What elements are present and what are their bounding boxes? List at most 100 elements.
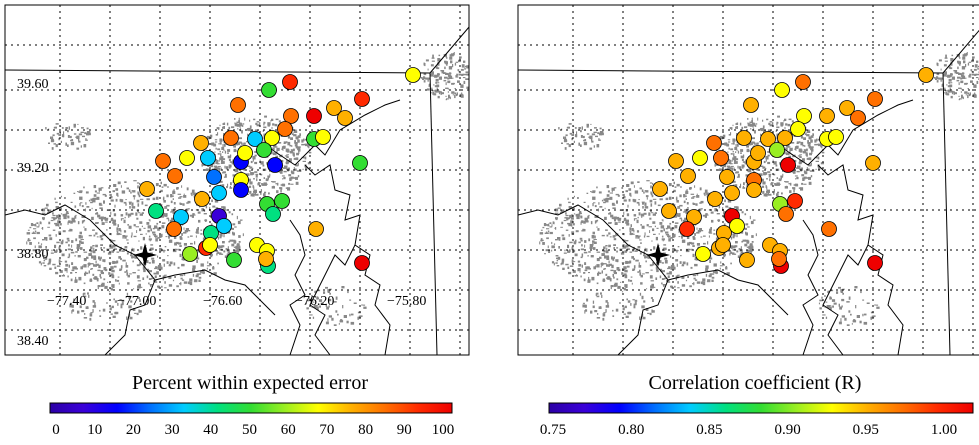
station-marker <box>769 142 785 158</box>
station-marker <box>306 108 322 124</box>
colorbar-tick-label: 20 <box>125 422 141 438</box>
station-marker <box>261 82 277 98</box>
station-marker <box>739 252 755 268</box>
lon-label: −77.40 <box>47 294 86 309</box>
station-marker <box>778 206 794 222</box>
colorbar-tick-label: 60 <box>280 422 296 438</box>
colorbar-tick-label: 90 <box>396 422 412 438</box>
station-marker <box>707 191 723 207</box>
station-marker <box>139 181 155 197</box>
station-marker <box>308 221 324 237</box>
station-marker <box>223 130 239 146</box>
station-marker <box>780 157 796 173</box>
station-marker <box>729 218 745 234</box>
station-marker <box>724 185 740 201</box>
station-marker <box>746 182 762 198</box>
station-marker <box>652 181 668 197</box>
station-marker <box>715 237 731 253</box>
station-marker <box>315 129 331 145</box>
station-marker <box>326 100 342 116</box>
station-marker <box>202 237 218 253</box>
left-colorbar <box>49 402 453 414</box>
lon-label: −76.60 <box>203 294 242 309</box>
colorbar-tick-label: 10 <box>87 422 103 438</box>
city-center-star-icon <box>646 243 670 267</box>
station-marker <box>352 155 368 171</box>
colorbar-tick-label: 0.85 <box>696 422 723 438</box>
lon-label: −77.00 <box>117 294 156 309</box>
station-marker <box>695 246 711 262</box>
station-marker <box>354 255 370 271</box>
station-marker <box>283 108 299 124</box>
station-marker <box>692 150 708 166</box>
station-marker <box>282 74 298 90</box>
right-map-panel <box>517 4 979 356</box>
colorbar-tick-label: 0.90 <box>774 422 801 438</box>
colorbar-tick-label: 1.00 <box>930 422 958 438</box>
station-marker <box>267 157 283 173</box>
station-marker <box>680 168 696 184</box>
station-marker <box>771 251 787 267</box>
lat-label: 39.20 <box>17 161 49 176</box>
station-marker <box>166 221 182 237</box>
station-marker <box>405 67 421 83</box>
station-marker <box>787 193 803 209</box>
station-marker <box>274 193 290 209</box>
station-marker <box>148 203 164 219</box>
station-marker <box>839 100 855 116</box>
station-marker <box>265 206 281 222</box>
station-marker <box>277 121 293 137</box>
station-marker <box>686 209 702 225</box>
left-colorbar-title: Percent within expected error <box>131 372 368 394</box>
lat-label: 38.80 <box>17 247 49 262</box>
station-marker <box>194 191 210 207</box>
city-center-star-icon <box>133 243 157 267</box>
station-marker <box>867 255 883 271</box>
lat-label: 38.40 <box>17 334 49 349</box>
station-marker <box>258 251 274 267</box>
station-marker <box>679 221 695 237</box>
station-marker <box>750 145 766 161</box>
station-marker <box>865 155 881 171</box>
station-marker <box>790 121 806 137</box>
colorbar-tick-label: 30 <box>164 422 180 438</box>
station-marker <box>668 153 684 169</box>
colorbar-tick-label: 40 <box>203 422 219 438</box>
station-marker <box>795 74 811 90</box>
lat-label: 39.60 <box>17 77 49 92</box>
station-marker <box>719 169 735 185</box>
station-marker <box>247 131 263 147</box>
station-marker <box>918 67 934 83</box>
station-marker <box>182 246 198 262</box>
station-marker <box>206 169 222 185</box>
colorbar-tick-label: 80 <box>358 422 374 438</box>
station-marker <box>821 221 837 237</box>
station-marker <box>819 108 835 124</box>
station-marker <box>777 130 793 146</box>
colorbar-tick-label: 0.95 <box>852 422 879 438</box>
station-marker <box>233 182 249 198</box>
station-marker <box>337 110 353 126</box>
lon-label: −75.80 <box>387 294 426 309</box>
right-colorbar-title: Correlation coefficient (R) <box>648 372 862 394</box>
station-marker <box>200 150 216 166</box>
left-map-panel: 39.60 39.20 38.80 38.40 −77.40 −77.00 −76.60 −7… <box>4 4 470 356</box>
station-marker <box>774 82 790 98</box>
station-marker <box>796 108 812 124</box>
station-marker <box>713 150 729 166</box>
station-marker <box>867 91 883 107</box>
colorbar-tick-label: 0.75 <box>539 422 567 438</box>
colorbar-tick-label: 0.80 <box>618 422 645 438</box>
station-marker <box>736 130 752 146</box>
right-colorbar <box>548 402 974 414</box>
station-marker <box>706 135 722 151</box>
station-marker <box>167 168 183 184</box>
station-marker <box>850 110 866 126</box>
station-marker <box>193 135 209 151</box>
station-marker <box>211 185 227 201</box>
station-marker <box>354 91 370 107</box>
station-marker <box>216 218 232 234</box>
station-marker <box>155 153 171 169</box>
station-marker <box>237 145 253 161</box>
